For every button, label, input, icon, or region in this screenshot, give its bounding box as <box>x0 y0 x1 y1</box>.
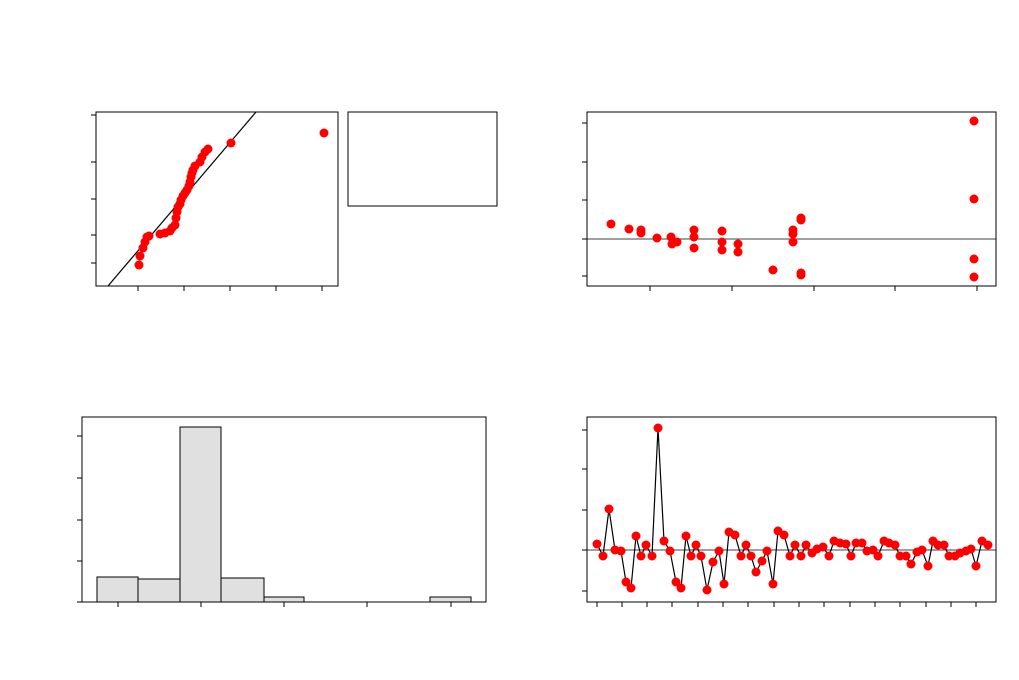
data-point <box>606 219 616 229</box>
data-point <box>768 265 778 275</box>
data-point <box>676 583 686 593</box>
data-point <box>319 128 329 138</box>
data-point <box>746 551 756 561</box>
data-point <box>714 546 724 556</box>
data-point <box>641 540 651 550</box>
plot-frame <box>586 111 997 287</box>
data-point <box>796 270 806 280</box>
data-point <box>846 551 856 561</box>
data-point <box>917 545 927 555</box>
data-point <box>135 251 145 261</box>
data-point <box>971 561 981 571</box>
data-point <box>653 423 663 433</box>
data-point <box>736 551 746 561</box>
data-point <box>741 540 751 550</box>
data-point <box>170 220 180 230</box>
data-point <box>666 232 676 242</box>
data-point <box>923 561 933 571</box>
data-point <box>751 567 761 577</box>
histogram-bar <box>263 596 305 603</box>
data-point <box>966 544 976 554</box>
data-point <box>969 116 979 126</box>
data-point <box>616 546 626 556</box>
data-point <box>890 540 900 550</box>
histogram-bar <box>96 576 139 603</box>
data-point <box>717 245 727 255</box>
data-point <box>636 551 646 561</box>
data-point <box>659 536 669 546</box>
data-point <box>604 504 614 514</box>
data-point <box>901 551 911 561</box>
data-point <box>906 559 916 569</box>
data-point <box>779 530 789 540</box>
data-point <box>969 254 979 264</box>
data-point <box>671 577 681 587</box>
data-point <box>686 551 696 561</box>
data-point <box>665 546 675 556</box>
data-point <box>592 539 602 549</box>
data-point <box>689 232 699 242</box>
data-point <box>801 540 811 550</box>
data-point <box>203 144 213 154</box>
data-point <box>647 551 657 561</box>
data-point <box>719 579 729 589</box>
data-point <box>818 542 828 552</box>
data-point <box>796 551 806 561</box>
data-point <box>969 194 979 204</box>
data-point <box>841 539 851 549</box>
data-point <box>785 551 795 561</box>
data-point <box>672 237 682 247</box>
data-point <box>873 551 883 561</box>
data-point <box>788 237 798 247</box>
data-point <box>626 583 636 593</box>
data-point <box>730 530 740 540</box>
data-point <box>790 540 800 550</box>
data-point <box>868 545 878 555</box>
data-point <box>939 540 949 550</box>
data-point <box>824 551 834 561</box>
data-point <box>796 213 806 223</box>
data-point <box>144 231 154 241</box>
data-point <box>768 579 778 589</box>
data-point <box>691 540 701 550</box>
data-point <box>708 557 718 567</box>
data-point <box>733 239 743 249</box>
data-point <box>857 538 867 548</box>
data-point <box>636 228 646 238</box>
data-point <box>598 551 608 561</box>
histogram-bar <box>179 426 222 603</box>
data-point <box>631 531 641 541</box>
data-point <box>757 556 767 566</box>
data-point <box>717 226 727 236</box>
data-point <box>788 229 798 239</box>
data-point <box>621 577 631 587</box>
data-point <box>696 551 706 561</box>
data-point <box>983 540 993 550</box>
data-point <box>717 237 727 247</box>
histogram-bar <box>137 578 181 603</box>
plot-frame <box>586 416 997 603</box>
data-point <box>681 531 691 541</box>
histogram-bar <box>220 577 265 603</box>
data-point <box>702 585 712 595</box>
data-point <box>226 138 236 148</box>
legend-box <box>347 111 498 207</box>
data-point <box>733 247 743 257</box>
data-point <box>689 243 699 253</box>
data-point <box>762 546 772 556</box>
data-point <box>624 224 634 234</box>
data-point <box>969 272 979 282</box>
plot-frame <box>95 111 339 287</box>
plot-frame <box>81 416 487 603</box>
histogram-bar <box>429 596 472 603</box>
data-point <box>689 225 699 235</box>
data-point <box>652 233 662 243</box>
data-point <box>134 260 144 270</box>
